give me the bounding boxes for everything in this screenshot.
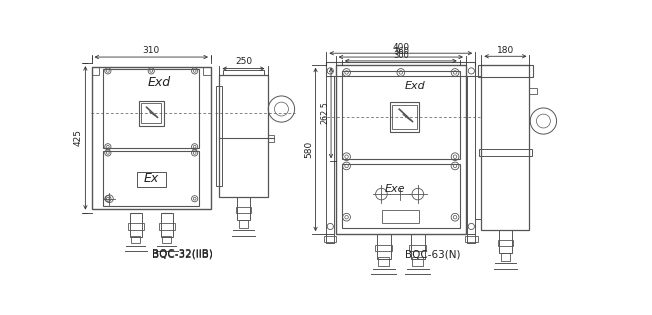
Bar bbox=[224, 70, 263, 75]
Bar bbox=[324, 237, 336, 242]
Text: BQC-32(IIB): BQC-32(IIB) bbox=[152, 250, 213, 260]
Text: BQC-32(IIB): BQC-32(IIB) bbox=[152, 249, 213, 258]
Bar bbox=[220, 75, 267, 197]
Text: Exd: Exd bbox=[404, 81, 425, 91]
Bar bbox=[479, 149, 532, 156]
Bar bbox=[91, 67, 211, 209]
Text: 400: 400 bbox=[393, 43, 409, 52]
Bar bbox=[239, 220, 248, 228]
Text: Ex: Ex bbox=[143, 172, 159, 185]
Bar bbox=[481, 65, 529, 230]
Bar bbox=[131, 236, 140, 243]
Bar bbox=[342, 71, 460, 159]
Bar bbox=[529, 88, 537, 94]
Bar bbox=[409, 245, 426, 251]
Bar bbox=[160, 213, 173, 237]
Bar bbox=[465, 237, 477, 242]
Bar bbox=[475, 76, 481, 219]
Bar bbox=[382, 210, 419, 223]
Bar bbox=[377, 234, 391, 259]
Text: BQC-63(N): BQC-63(N) bbox=[405, 250, 460, 260]
Text: Exd: Exd bbox=[147, 76, 171, 89]
Text: 360: 360 bbox=[393, 47, 409, 56]
Bar bbox=[327, 76, 334, 234]
Bar bbox=[501, 253, 510, 261]
Bar bbox=[203, 67, 211, 75]
Bar bbox=[479, 65, 533, 77]
Bar bbox=[499, 230, 512, 253]
Bar bbox=[336, 65, 466, 234]
Text: 425: 425 bbox=[74, 129, 83, 146]
Bar bbox=[327, 234, 334, 243]
Bar bbox=[378, 257, 389, 266]
Bar bbox=[342, 163, 460, 228]
Bar bbox=[375, 245, 393, 251]
Bar bbox=[497, 239, 513, 246]
Bar bbox=[136, 172, 166, 187]
Text: Exe: Exe bbox=[384, 184, 405, 194]
Bar bbox=[467, 76, 475, 234]
Bar bbox=[159, 223, 175, 230]
Text: 300: 300 bbox=[393, 51, 409, 60]
Bar bbox=[91, 67, 99, 75]
Text: 310: 310 bbox=[143, 46, 160, 55]
Bar bbox=[393, 105, 417, 129]
Bar bbox=[411, 234, 425, 259]
Bar bbox=[139, 101, 164, 126]
Bar bbox=[327, 62, 475, 76]
Bar bbox=[390, 102, 419, 132]
Bar bbox=[267, 135, 274, 141]
Bar bbox=[128, 223, 143, 230]
Bar bbox=[103, 152, 200, 206]
Bar bbox=[237, 197, 250, 220]
Text: 250: 250 bbox=[235, 57, 252, 66]
Bar bbox=[413, 257, 423, 266]
Bar bbox=[141, 103, 161, 123]
Bar bbox=[467, 234, 475, 243]
Bar bbox=[236, 207, 251, 213]
Bar bbox=[162, 236, 171, 243]
Bar bbox=[103, 69, 200, 148]
Text: 580: 580 bbox=[304, 141, 313, 158]
Text: 180: 180 bbox=[497, 46, 514, 55]
Bar bbox=[216, 86, 222, 186]
Text: 262.5: 262.5 bbox=[321, 102, 329, 124]
Bar bbox=[130, 213, 142, 237]
